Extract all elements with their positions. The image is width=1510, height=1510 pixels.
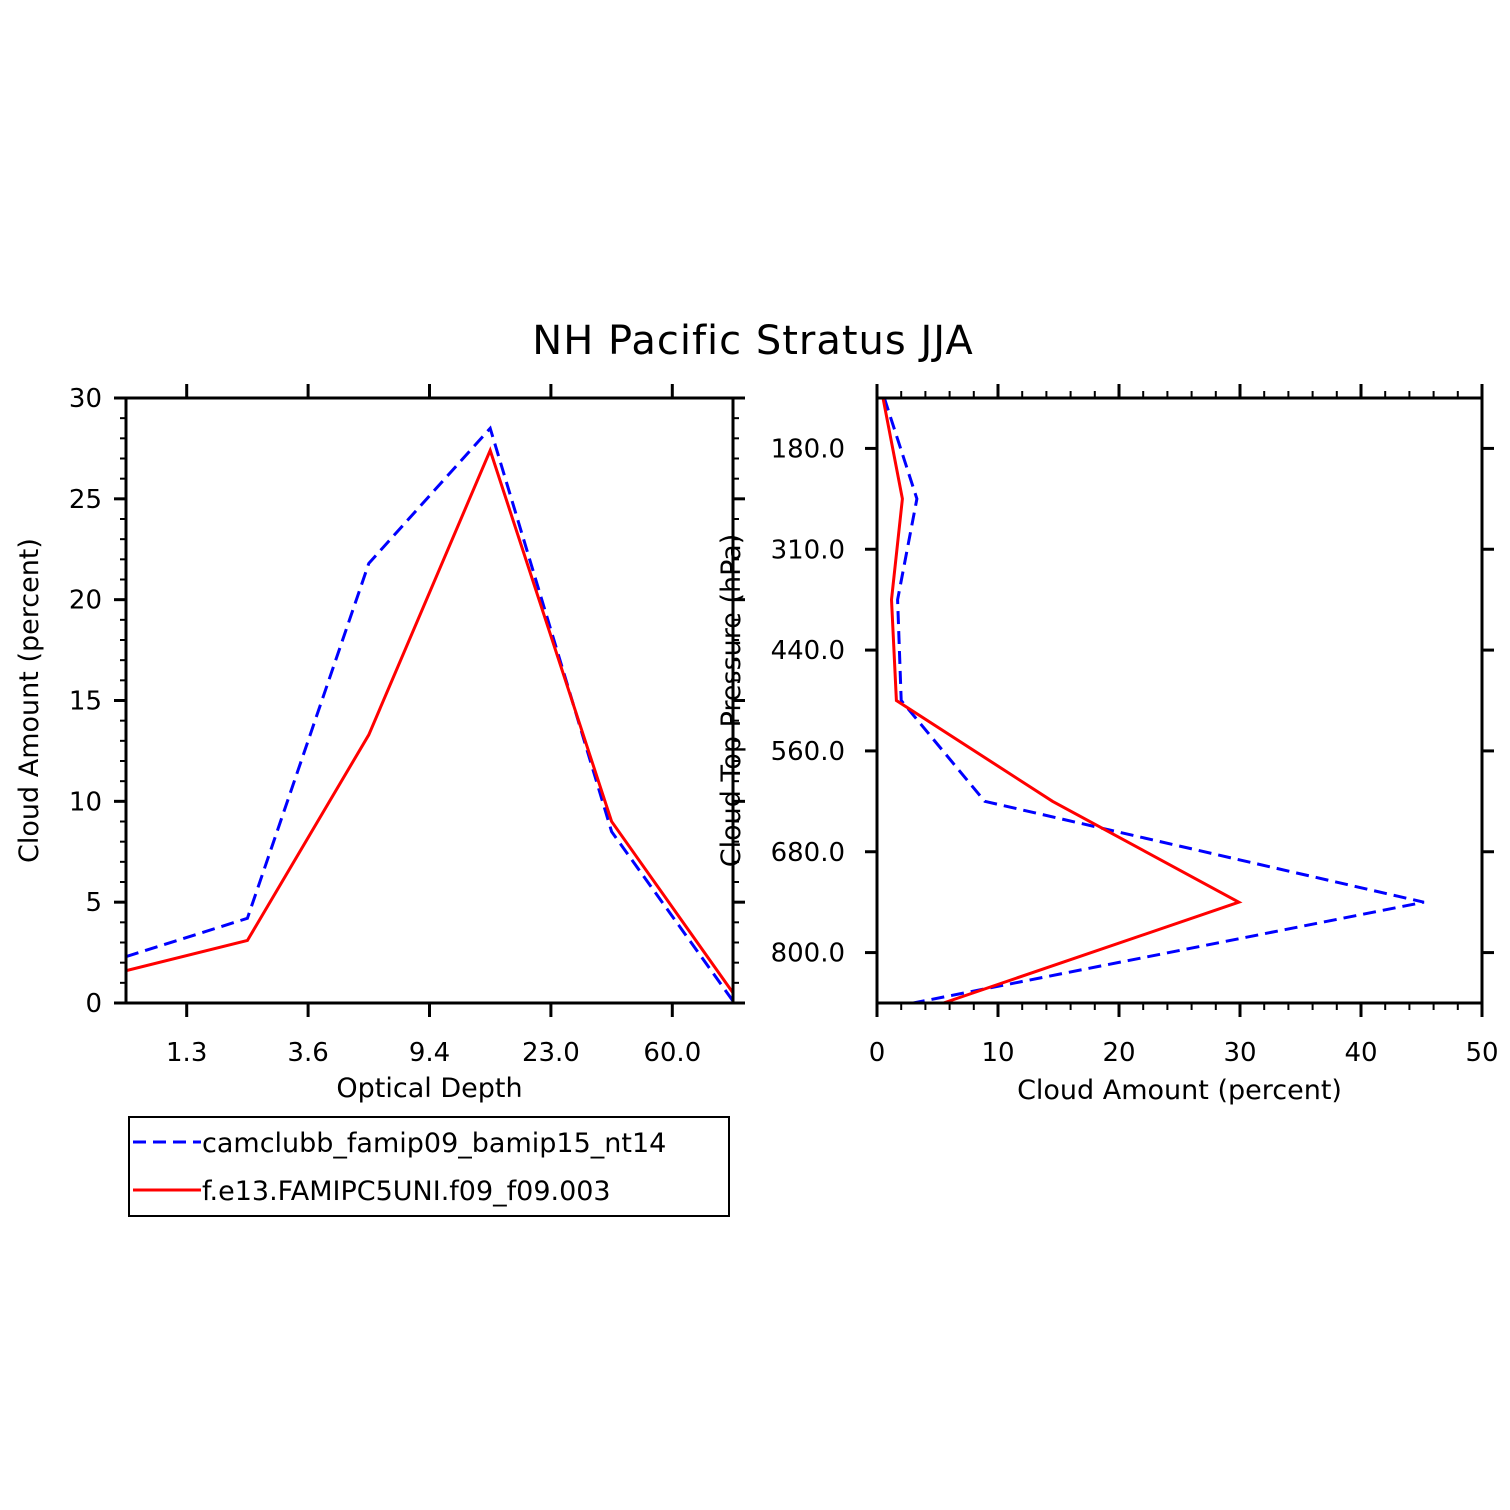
x-tick-label: 0	[869, 1038, 886, 1068]
y-axis-label: Cloud Top Pressure (hPa)	[716, 534, 747, 868]
x-tick-label: 9.4	[409, 1038, 450, 1068]
y-tick-label: 25	[69, 485, 102, 515]
y-tick-label: 0	[85, 989, 102, 1019]
plot-frame	[875, 396, 1484, 1005]
x-axis-label: Optical Depth	[336, 1073, 522, 1104]
y-tick-label: 15	[69, 687, 102, 717]
legend-label: camclubb_famip09_bamip15_nt14	[202, 1128, 666, 1159]
x-tick-label: 60.0	[643, 1038, 701, 1068]
x-axis-label: Cloud Amount (percent)	[1017, 1075, 1342, 1106]
figure-title: NH Pacific Stratus JJA	[532, 318, 973, 364]
x-tick-label: 50	[1465, 1038, 1498, 1068]
y-tick-label: 680.0	[771, 838, 845, 868]
y-tick-label: 20	[69, 586, 102, 616]
y-tick-label: 800.0	[771, 939, 845, 969]
profile-line-1	[882, 397, 1425, 1005]
y-axis-label: Cloud Amount (percent)	[14, 538, 45, 863]
x-tick-label: 1.3	[166, 1038, 207, 1068]
plot-frame	[124, 396, 735, 1005]
series-line-1	[125, 425, 735, 1002]
x-tick-label: 3.6	[287, 1038, 328, 1068]
y-tick-label: 30	[69, 384, 102, 414]
y-tick-label: 560.0	[771, 737, 845, 767]
legend-label: f.e13.FAMIPC5UNI.f09_f09.003	[202, 1176, 611, 1207]
x-tick-label: 10	[981, 1038, 1014, 1068]
y-tick-label: 5	[85, 888, 102, 918]
y-tick-label: 440.0	[771, 636, 845, 666]
legend-box	[128, 1116, 730, 1217]
x-tick-label: 30	[1223, 1038, 1256, 1068]
legend: camclubb_famip09_bamip15_nt14 f.e13.FAMIP…	[128, 1116, 730, 1217]
x-tick-label: 20	[1102, 1038, 1135, 1068]
x-tick-label: 23.0	[522, 1038, 580, 1068]
profile-line-2	[881, 397, 1243, 1005]
y-tick-label: 10	[69, 787, 102, 817]
series-line-2	[125, 446, 735, 994]
optical-depth-panel: 0 5 10 15 20 25 30 1.3 3.6 9.4 23.0 60.0 Optical Dep…	[14, 384, 745, 1104]
x-tick-label: 40	[1344, 1038, 1377, 1068]
y-tick-label: 310.0	[771, 535, 845, 565]
pressure-profile-panel: 0 10 20 30 40 50 180.0 310.0 440.0 560.0 680.0 800.…	[716, 384, 1499, 1106]
y-tick-label: 180.0	[771, 434, 845, 464]
